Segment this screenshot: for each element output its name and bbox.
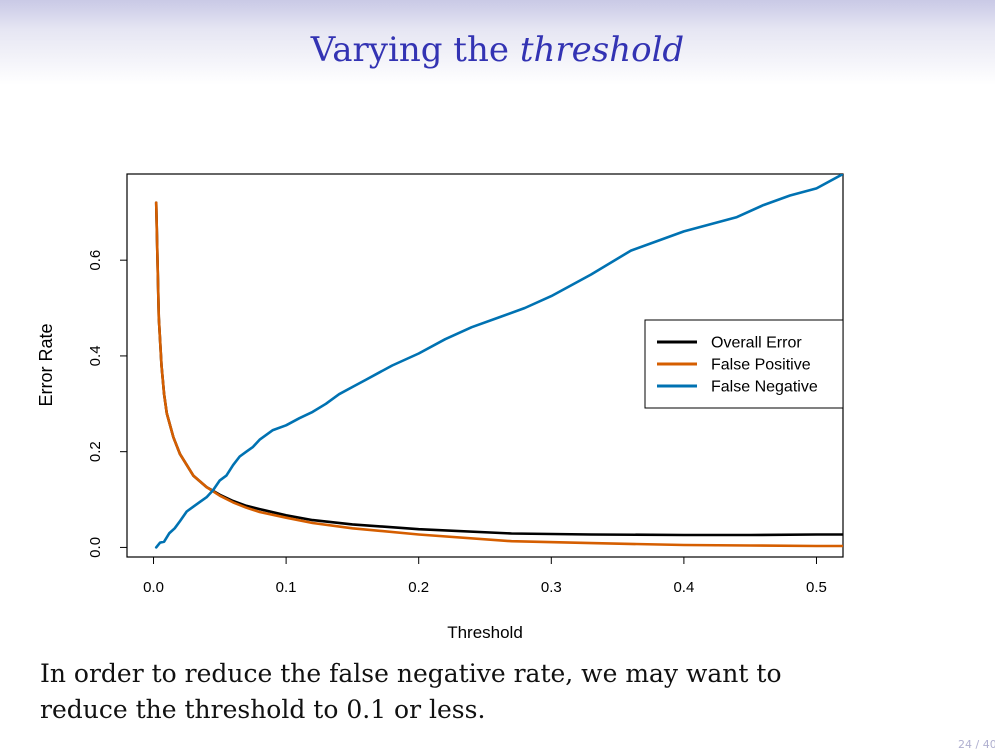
x-tick-label: 0.0	[143, 579, 164, 596]
x-axis-label: Threshold	[447, 623, 523, 642]
page-number: 24 / 40	[958, 738, 995, 751]
slide-title-italic: threshold	[519, 30, 685, 70]
series-line-false-positive	[154, 201, 843, 548]
x-axis: 0.0 0.1 0.2 0.3 0.4 0.5	[143, 556, 827, 596]
y-axis: 0.0 0.2 0.4 0.6	[87, 250, 128, 558]
series-layer	[154, 174, 843, 549]
x-tick-label: 0.1	[276, 579, 297, 596]
legend: Overall Error False Positive False Negativ…	[644, 319, 844, 409]
legend-label: Overall Error	[711, 335, 802, 352]
y-tick-label: 0.4	[87, 345, 104, 366]
legend-label: False Positive	[711, 357, 811, 374]
slide-title: Varying the threshold	[0, 30, 995, 70]
x-tick-label: 0.3	[541, 579, 562, 596]
x-tick-label: 0.2	[408, 579, 429, 596]
y-tick-label: 0.2	[87, 441, 104, 462]
x-tick-label: 0.4	[673, 579, 694, 596]
y-axis-label: Error Rate	[36, 323, 56, 406]
legend-label: False Negative	[711, 379, 818, 396]
y-tick-label: 0.0	[87, 537, 104, 558]
body-line-1: In order to reduce the false negative ra…	[40, 659, 782, 688]
body-line-2: reduce the threshold to 0.1 or less.	[40, 695, 486, 724]
body-text: In order to reduce the false negative ra…	[40, 656, 940, 728]
slide-title-plain: Varying the	[310, 30, 509, 70]
x-tick-label: 0.5	[806, 579, 827, 596]
y-tick-label: 0.6	[87, 250, 104, 271]
header-band	[0, 0, 995, 85]
series-line-false-negative	[154, 174, 843, 549]
